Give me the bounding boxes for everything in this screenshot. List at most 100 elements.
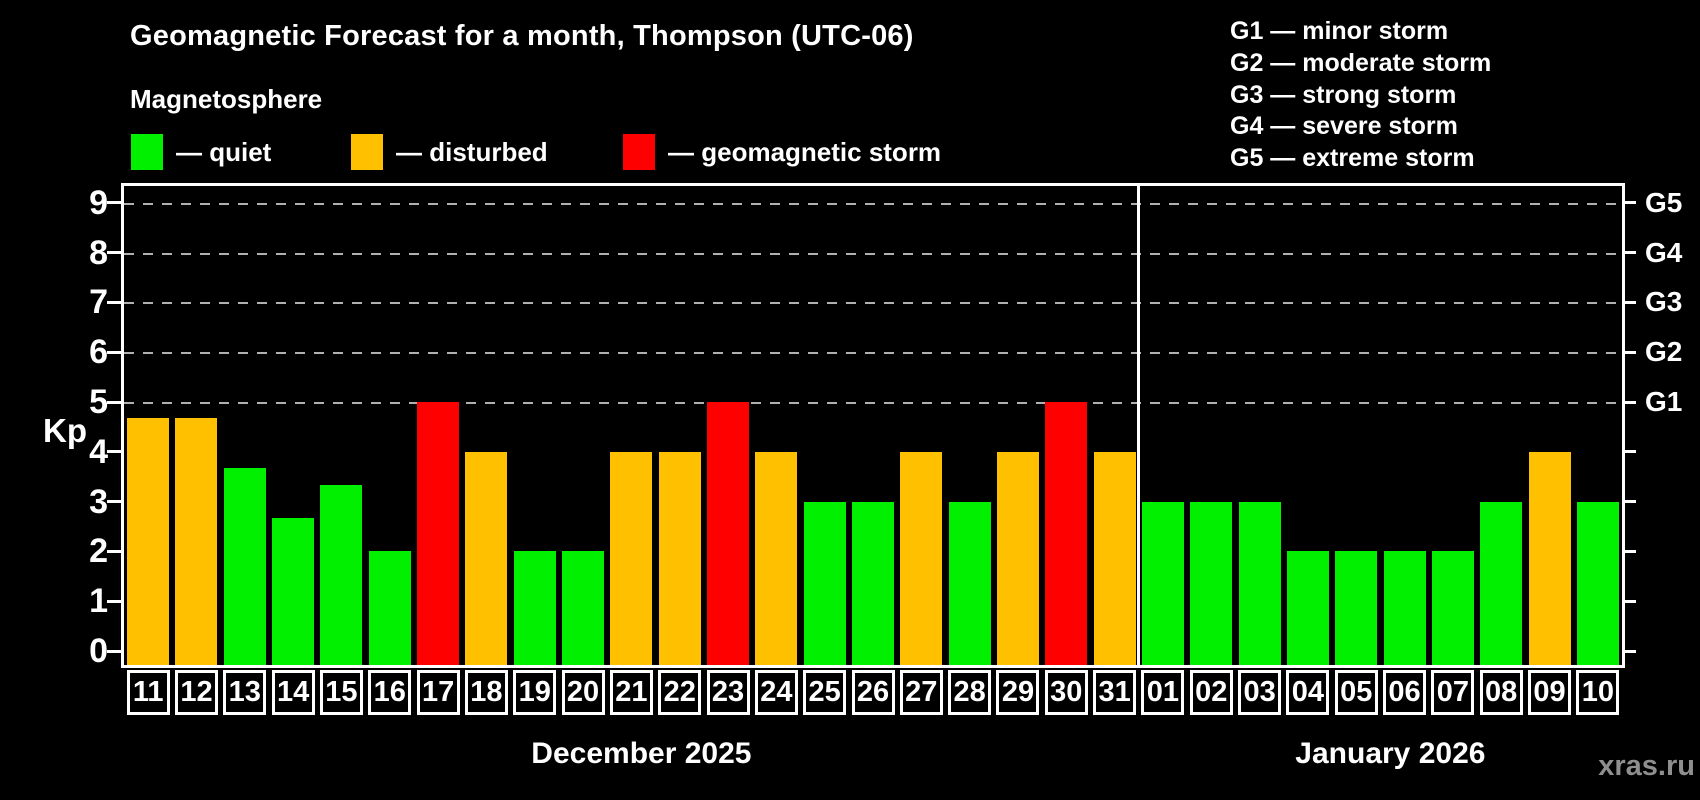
gridline-kp6	[124, 352, 1622, 355]
y-tick-label-4: 4	[89, 432, 108, 471]
legend-item-disturbed: — disturbed	[351, 133, 548, 171]
kp-bar-day-03	[1238, 501, 1281, 665]
day-label-22: 22	[658, 670, 702, 715]
storm-color-swatch-icon	[623, 134, 655, 170]
day-label-19: 19	[513, 670, 557, 715]
kp-bar-day-26	[852, 501, 894, 665]
kp-bar-day-22	[658, 451, 701, 665]
y-tick-label-6: 6	[89, 333, 108, 372]
kp-bar-day-19	[513, 551, 556, 665]
g-legend-line: G5 — extreme storm	[1230, 144, 1475, 173]
day-label-17: 17	[416, 670, 460, 715]
kp-bar-day-14	[272, 518, 315, 665]
day-label-09: 09	[1528, 670, 1572, 715]
day-label-14: 14	[271, 670, 315, 715]
right-tick-mark	[1622, 300, 1636, 304]
right-tick-mark	[1622, 549, 1636, 553]
y-tick-label-7: 7	[89, 283, 108, 322]
day-label-01: 01	[1141, 670, 1185, 715]
legend-item-storm: — geomagnetic storm	[623, 133, 941, 171]
day-label-13: 13	[223, 670, 267, 715]
day-label-03: 03	[1238, 670, 1282, 715]
day-label-04: 04	[1286, 670, 1330, 715]
kp-bar-day-16	[368, 551, 411, 665]
day-label-31: 31	[1093, 670, 1137, 715]
day-label-11: 11	[126, 670, 170, 715]
gridline-kp8	[124, 252, 1622, 255]
kp-bar-day-06	[1383, 551, 1426, 665]
right-tick-mark	[1622, 350, 1636, 354]
kp-bar-day-18	[465, 451, 508, 665]
kp-bar-day-25	[803, 501, 846, 665]
kp-bar-day-27	[900, 451, 943, 665]
kp-bar-day-29	[996, 451, 1039, 665]
y-tick-label-3: 3	[89, 482, 108, 521]
y-tick-label-2: 2	[89, 532, 108, 571]
y-tick-mark	[107, 251, 121, 255]
g-legend-line: G2 — moderate storm	[1230, 48, 1492, 77]
y-tick-mark	[107, 201, 121, 205]
day-label-05: 05	[1334, 670, 1378, 715]
legend-label-disturbed: — disturbed	[396, 136, 548, 167]
y-tick-mark	[107, 500, 121, 504]
day-label-30: 30	[1044, 670, 1088, 715]
watermark: xras.ru	[1598, 750, 1695, 782]
day-label-20: 20	[561, 670, 605, 715]
y-tick-mark	[107, 350, 121, 354]
day-label-07: 07	[1431, 670, 1475, 715]
g-legend-line: G3 — strong storm	[1230, 80, 1457, 109]
kp-bar-day-23	[707, 402, 750, 665]
right-tick-mark	[1622, 201, 1636, 205]
disturbed-color-swatch-icon	[351, 134, 383, 170]
g-scale-legend: G1 — minor storm G2 — moderate storm G3 — …	[1230, 16, 1491, 175]
day-label-28: 28	[948, 670, 992, 715]
y-tick-mark	[107, 599, 121, 603]
day-label-02: 02	[1189, 670, 1233, 715]
day-label-23: 23	[706, 670, 750, 715]
right-tick-mark	[1622, 251, 1636, 255]
y-tick-label-1: 1	[89, 582, 108, 621]
kp-bar-day-09	[1528, 451, 1571, 665]
kp-bar-day-28	[948, 501, 991, 665]
y-tick-mark	[107, 450, 121, 454]
kp-bar-day-01	[1141, 501, 1184, 665]
day-label-12: 12	[174, 670, 218, 715]
day-label-29: 29	[996, 670, 1040, 715]
day-label-16: 16	[368, 670, 412, 715]
y-tick-label-9: 9	[89, 183, 108, 222]
kp-bar-day-13	[223, 468, 266, 665]
plot-area	[121, 183, 1625, 668]
gridline-kp9	[124, 202, 1622, 205]
g-legend-line: G4 — severe storm	[1230, 112, 1458, 141]
kp-bar-day-12	[175, 418, 218, 665]
quiet-color-swatch-icon	[131, 134, 163, 170]
kp-bar-day-20	[562, 551, 605, 665]
gridline-kp5	[124, 402, 1622, 404]
day-label-27: 27	[899, 670, 943, 715]
day-label-15: 15	[319, 670, 363, 715]
month-separator-line	[1137, 186, 1141, 665]
kp-bar-day-21	[610, 451, 653, 665]
right-tick-mark	[1622, 649, 1636, 653]
gridline-kp7	[124, 302, 1622, 305]
kp-bar-day-02	[1190, 501, 1233, 665]
kp-bar-day-31	[1093, 451, 1136, 665]
y-tick-mark	[107, 649, 121, 653]
month-caption: January 2026	[1295, 737, 1486, 770]
right-tick-mark	[1622, 450, 1636, 454]
y-axis-label: Kp	[43, 412, 87, 449]
y-tick-label-5: 5	[89, 383, 108, 421]
day-label-21: 21	[609, 670, 653, 715]
kp-bar-day-08	[1480, 501, 1523, 665]
kp-bar-day-04	[1286, 551, 1329, 665]
kp-bar-day-05	[1335, 551, 1378, 665]
day-label-24: 24	[754, 670, 798, 715]
page-title: Geomagnetic Forecast for a month, Thomps…	[130, 20, 914, 52]
kp-bar-day-11	[127, 418, 170, 665]
y-tick-mark	[107, 300, 121, 304]
kp-bar-day-07	[1431, 551, 1474, 665]
right-tick-mark	[1622, 500, 1636, 504]
kp-bar-day-15	[320, 485, 363, 665]
day-label-06: 06	[1383, 670, 1427, 715]
